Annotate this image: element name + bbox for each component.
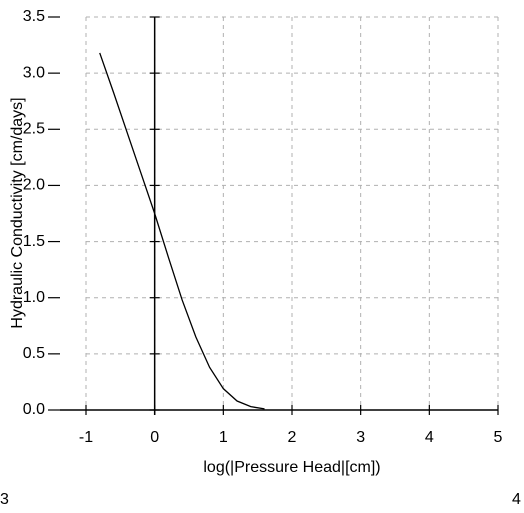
x-tick-label: 0 (150, 429, 159, 446)
data-line (99, 52, 265, 410)
x-tick-label: 3 (356, 429, 365, 446)
y-tick-label: 1.5 (23, 233, 45, 250)
x-tick-label: 2 (288, 429, 297, 446)
y-tick-label: 0.0 (23, 401, 45, 418)
y-axis-label: Hydraulic Conductivity [cm/days] (9, 97, 26, 328)
y-tick-label: 2.5 (23, 121, 45, 138)
page-fragment: 4 (512, 491, 521, 508)
x-axis-label: log(|Pressure Head|[cm]) (203, 459, 380, 476)
page-fragment: 3 (0, 491, 9, 508)
x-tick-label: 4 (425, 429, 434, 446)
y-tick-label: 1.0 (23, 289, 45, 306)
y-tick-label: 2.0 (23, 177, 45, 194)
x-tick-label: -1 (79, 429, 93, 446)
y-tick-label: 0.5 (23, 345, 45, 362)
x-tick-label: 1 (219, 429, 228, 446)
y-tick-label: 3.0 (23, 64, 45, 81)
x-tick-label: 5 (494, 429, 503, 446)
y-tick-label: 3.5 (23, 8, 45, 25)
